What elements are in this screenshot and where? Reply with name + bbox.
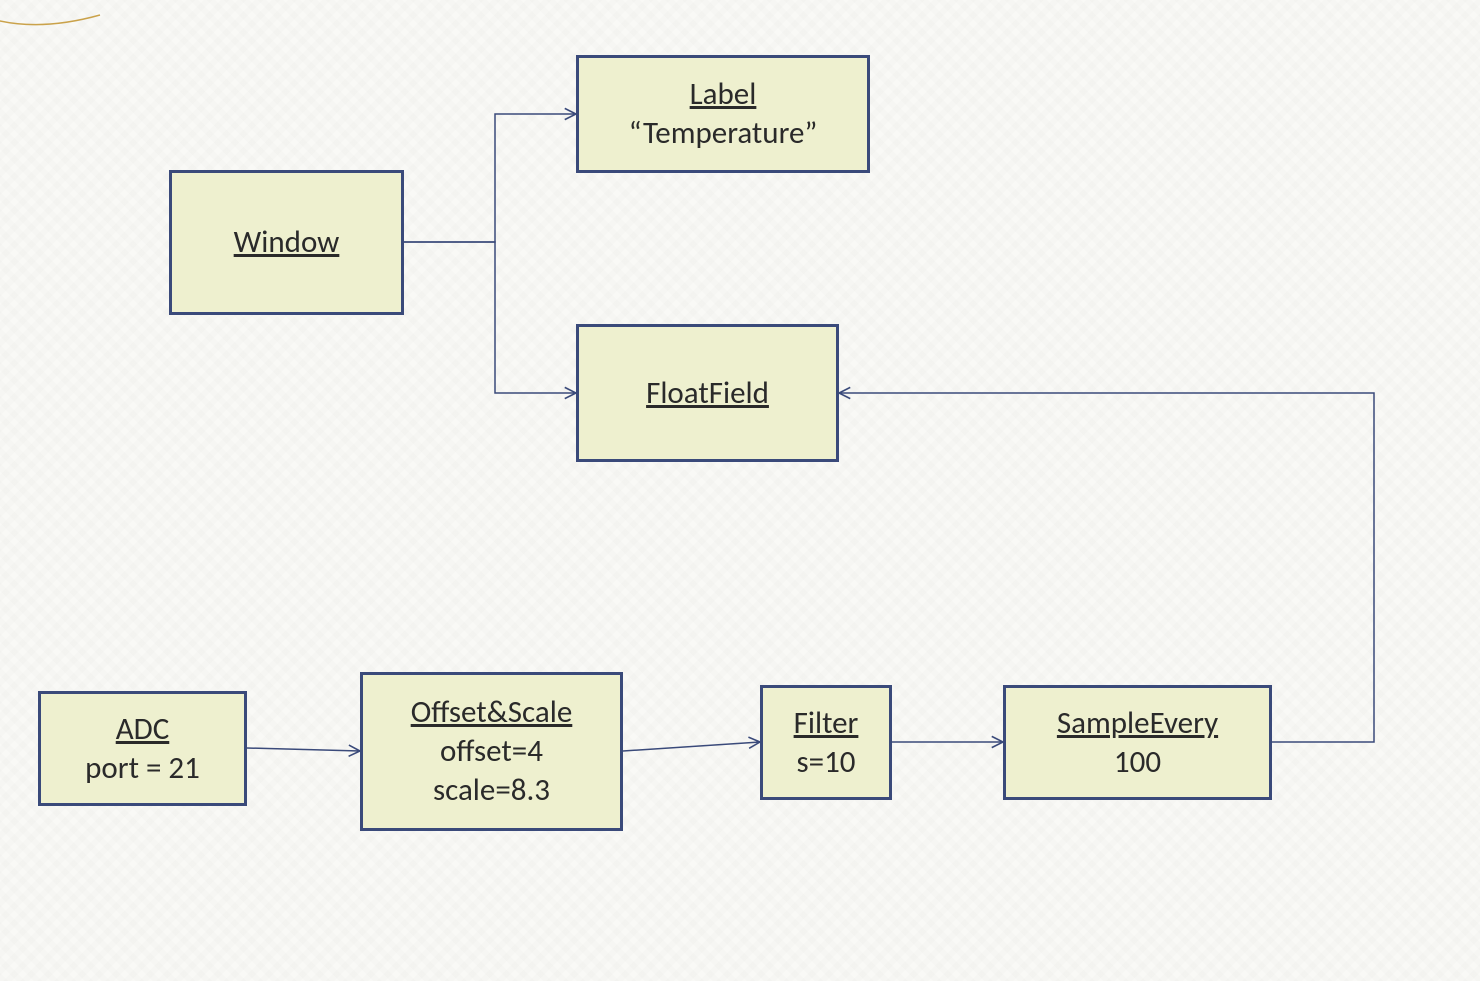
node-window-title: Window (234, 223, 340, 262)
node-offsetscale: Offset&Scaleoffset=4scale=8.3 (360, 672, 623, 831)
edge-window-to-floatfield (404, 242, 576, 393)
node-offsetscale-line-0: offset=4 (440, 732, 543, 771)
node-sampleevery-title: SampleEvery (1057, 704, 1218, 743)
node-adc-title: ADC (116, 710, 170, 749)
node-floatfield: FloatField (576, 324, 839, 462)
edge-offsetscale-to-filter (623, 742, 760, 751)
node-filter-line-0: s=10 (797, 743, 856, 782)
edge-adc-to-offsetscale (247, 748, 360, 751)
node-sampleevery-line-0: 100 (1114, 743, 1161, 782)
node-window: Window (169, 170, 404, 315)
edge-window-to-label (404, 114, 576, 242)
node-offsetscale-title: Offset&Scale (411, 693, 573, 732)
node-filter-title: Filter (794, 704, 859, 743)
node-filter: Filters=10 (760, 685, 892, 800)
node-floatfield-title: FloatField (646, 374, 769, 413)
node-adc: ADCport = 21 (38, 691, 247, 806)
node-sampleevery: SampleEvery100 (1003, 685, 1272, 800)
node-label-line-0: “Temperature” (629, 114, 818, 153)
node-adc-line-0: port = 21 (85, 749, 200, 788)
node-label: Label“Temperature” (576, 55, 870, 173)
node-label-title: Label (690, 75, 757, 114)
corner-flourish-icon (0, 0, 140, 80)
node-offsetscale-line-1: scale=8.3 (433, 771, 550, 810)
